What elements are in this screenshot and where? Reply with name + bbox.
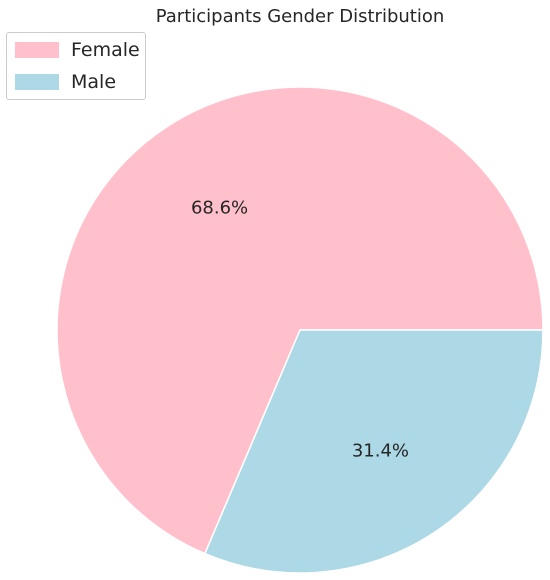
chart-title: Participants Gender Distribution	[156, 6, 445, 27]
pie-label-male: 31.4%	[352, 441, 409, 462]
legend-item-male: Male	[15, 71, 116, 93]
legend-swatch-male	[15, 74, 59, 90]
legend-label-female: Female	[71, 39, 140, 61]
legend-swatch-female	[15, 42, 59, 58]
legend-item-female: Female	[15, 39, 140, 61]
pie-labels: 68.6% 31.4%	[191, 197, 409, 461]
pie-slices	[56, 86, 544, 574]
pie-label-female: 68.6%	[191, 197, 248, 218]
pie-slice-male	[203, 329, 544, 574]
legend-label-male: Male	[71, 71, 117, 93]
legend: Female Male	[6, 32, 146, 100]
pie-slice-female	[56, 86, 544, 555]
